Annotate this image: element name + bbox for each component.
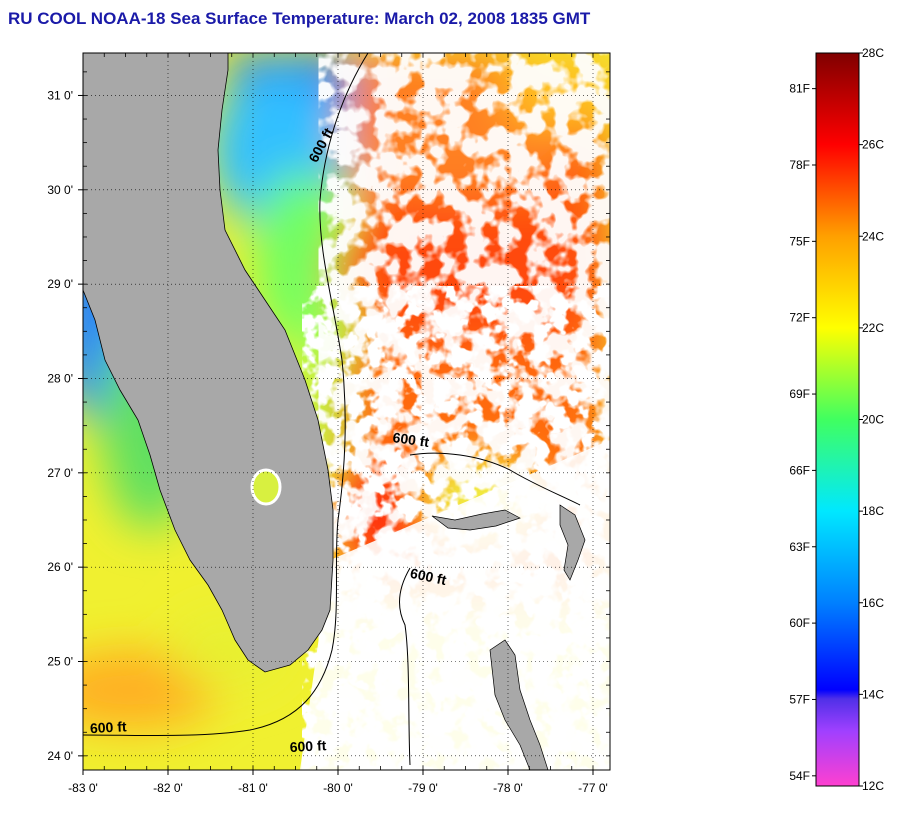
lat-tick-label: 26 0'	[47, 560, 73, 574]
fahrenheit-label: 75F	[789, 234, 810, 248]
lat-tick-label: 27 0'	[47, 466, 73, 480]
lon-tick-label: -78 0'	[493, 781, 523, 795]
depth-contour-label: 600 ft	[289, 737, 327, 755]
celsius-label: 18C	[862, 504, 884, 518]
map-plot-area	[83, 53, 610, 770]
map-title: RU COOL NOAA-18 Sea Surface Temperature:…	[8, 9, 591, 28]
lon-tick-label: -81 0'	[238, 781, 268, 795]
lon-tick-label: -83 0'	[68, 781, 98, 795]
depth-contour-label: 600 ft	[409, 565, 448, 588]
fahrenheit-label: 60F	[789, 616, 810, 630]
lon-tick-label: -77 0'	[578, 781, 608, 795]
grand-bahama-land	[431, 509, 521, 531]
celsius-label: 24C	[862, 229, 884, 243]
fahrenheit-label: 69F	[789, 387, 810, 401]
celsius-label: 14C	[862, 687, 884, 701]
fahrenheit-label: 78F	[789, 158, 810, 172]
cloud-area-straits	[300, 440, 610, 770]
abaco-land	[559, 504, 586, 581]
celsius-label: 26C	[862, 138, 884, 152]
depth-contour-label: 600 ft	[392, 429, 431, 450]
fahrenheit-label: 57F	[789, 692, 810, 706]
colorbar-scale	[815, 52, 860, 787]
celsius-label: 16C	[862, 596, 884, 610]
isobath-600ft-bahamas-north	[409, 452, 581, 506]
lat-tick-label: 31 0'	[47, 88, 73, 102]
celsius-label: 12C	[862, 779, 884, 793]
celsius-label: 22C	[862, 321, 884, 335]
celsius-label: 20C	[862, 413, 884, 427]
lat-tick-label: 24 0'	[47, 749, 73, 763]
plot-frame	[82, 52, 611, 771]
lon-tick-label: -82 0'	[153, 781, 183, 795]
depth-contour-label: 600 ft	[90, 718, 128, 736]
fahrenheit-label: 72F	[789, 311, 810, 325]
temperature-colorbar: 12C 14C 16C 18C 20C 22C 24C 26C 28C 54F 57F 60F 63F 6…	[789, 46, 884, 793]
fahrenheit-label: 81F	[789, 82, 810, 96]
lon-tick-label: -80 0'	[323, 781, 353, 795]
lon-tick-label: -79 0'	[408, 781, 438, 795]
lat-tick-label: 28 0'	[47, 371, 73, 385]
fahrenheit-label: 54F	[789, 769, 810, 783]
florida-land	[83, 53, 334, 673]
isobath-600ft-east	[83, 53, 369, 737]
fahrenheit-label: 63F	[789, 540, 810, 554]
fahrenheit-label: 66F	[789, 463, 810, 477]
lat-tick-label: 29 0'	[47, 277, 73, 291]
isobath-600ft-tongue	[399, 567, 411, 766]
andros-land	[489, 639, 549, 770]
lat-tick-label: 25 0'	[47, 655, 73, 669]
axis-ticks: -83 0' -82 0' -81 0' -80 0' -79 0' -78 0' -77 …	[47, 53, 610, 795]
celsius-label: 28C	[862, 46, 884, 60]
lat-tick-label: 30 0'	[47, 183, 73, 197]
lake-okeechobee	[250, 468, 282, 506]
